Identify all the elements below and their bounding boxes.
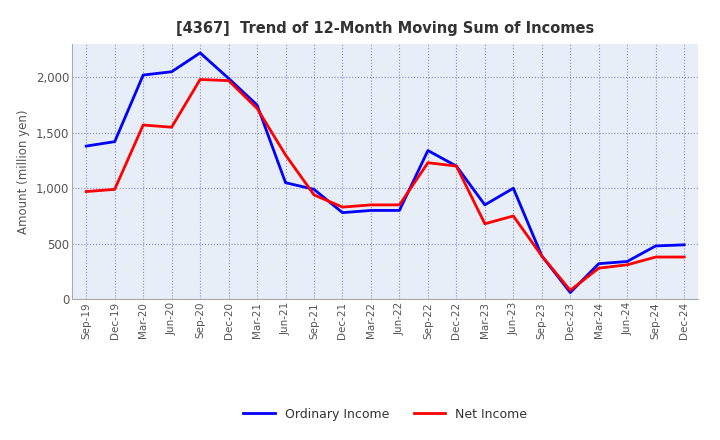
Ordinary Income (509, 186, 518, 191)
Ordinary Income (225, 76, 233, 81)
Ordinary Income (423, 148, 432, 153)
Net Income (680, 254, 688, 260)
Net Income (423, 160, 432, 165)
Ordinary Income (82, 143, 91, 149)
Ordinary Income (366, 208, 375, 213)
Ordinary Income (139, 73, 148, 78)
Net Income (196, 77, 204, 82)
Line: Net Income: Net Income (86, 80, 684, 290)
Net Income (110, 187, 119, 192)
Net Income (509, 213, 518, 219)
Net Income (366, 202, 375, 208)
Ordinary Income (395, 208, 404, 213)
Net Income (310, 192, 318, 198)
Legend: Ordinary Income, Net Income: Ordinary Income, Net Income (238, 403, 532, 425)
Ordinary Income (480, 202, 489, 208)
Ordinary Income (310, 187, 318, 192)
Net Income (537, 253, 546, 259)
Ordinary Income (167, 69, 176, 74)
Net Income (167, 125, 176, 130)
Ordinary Income (537, 253, 546, 259)
Net Income (480, 221, 489, 227)
Ordinary Income (282, 180, 290, 185)
Net Income (338, 205, 347, 210)
Ordinary Income (110, 139, 119, 144)
Ordinary Income (253, 103, 261, 108)
Line: Ordinary Income: Ordinary Income (86, 53, 684, 293)
Net Income (452, 163, 461, 169)
Ordinary Income (680, 242, 688, 247)
Ordinary Income (652, 243, 660, 249)
Net Income (623, 262, 631, 268)
Ordinary Income (623, 259, 631, 264)
Ordinary Income (338, 210, 347, 215)
Net Income (253, 106, 261, 111)
Ordinary Income (566, 290, 575, 295)
Ordinary Income (595, 261, 603, 266)
Ordinary Income (452, 163, 461, 169)
Y-axis label: Amount (million yen): Amount (million yen) (17, 110, 30, 234)
Net Income (652, 254, 660, 260)
Net Income (225, 78, 233, 83)
Net Income (595, 265, 603, 271)
Net Income (82, 189, 91, 194)
Title: [4367]  Trend of 12-Month Moving Sum of Incomes: [4367] Trend of 12-Month Moving Sum of I… (176, 21, 594, 36)
Ordinary Income (196, 50, 204, 55)
Net Income (282, 152, 290, 158)
Net Income (139, 122, 148, 128)
Net Income (395, 202, 404, 208)
Net Income (566, 288, 575, 293)
